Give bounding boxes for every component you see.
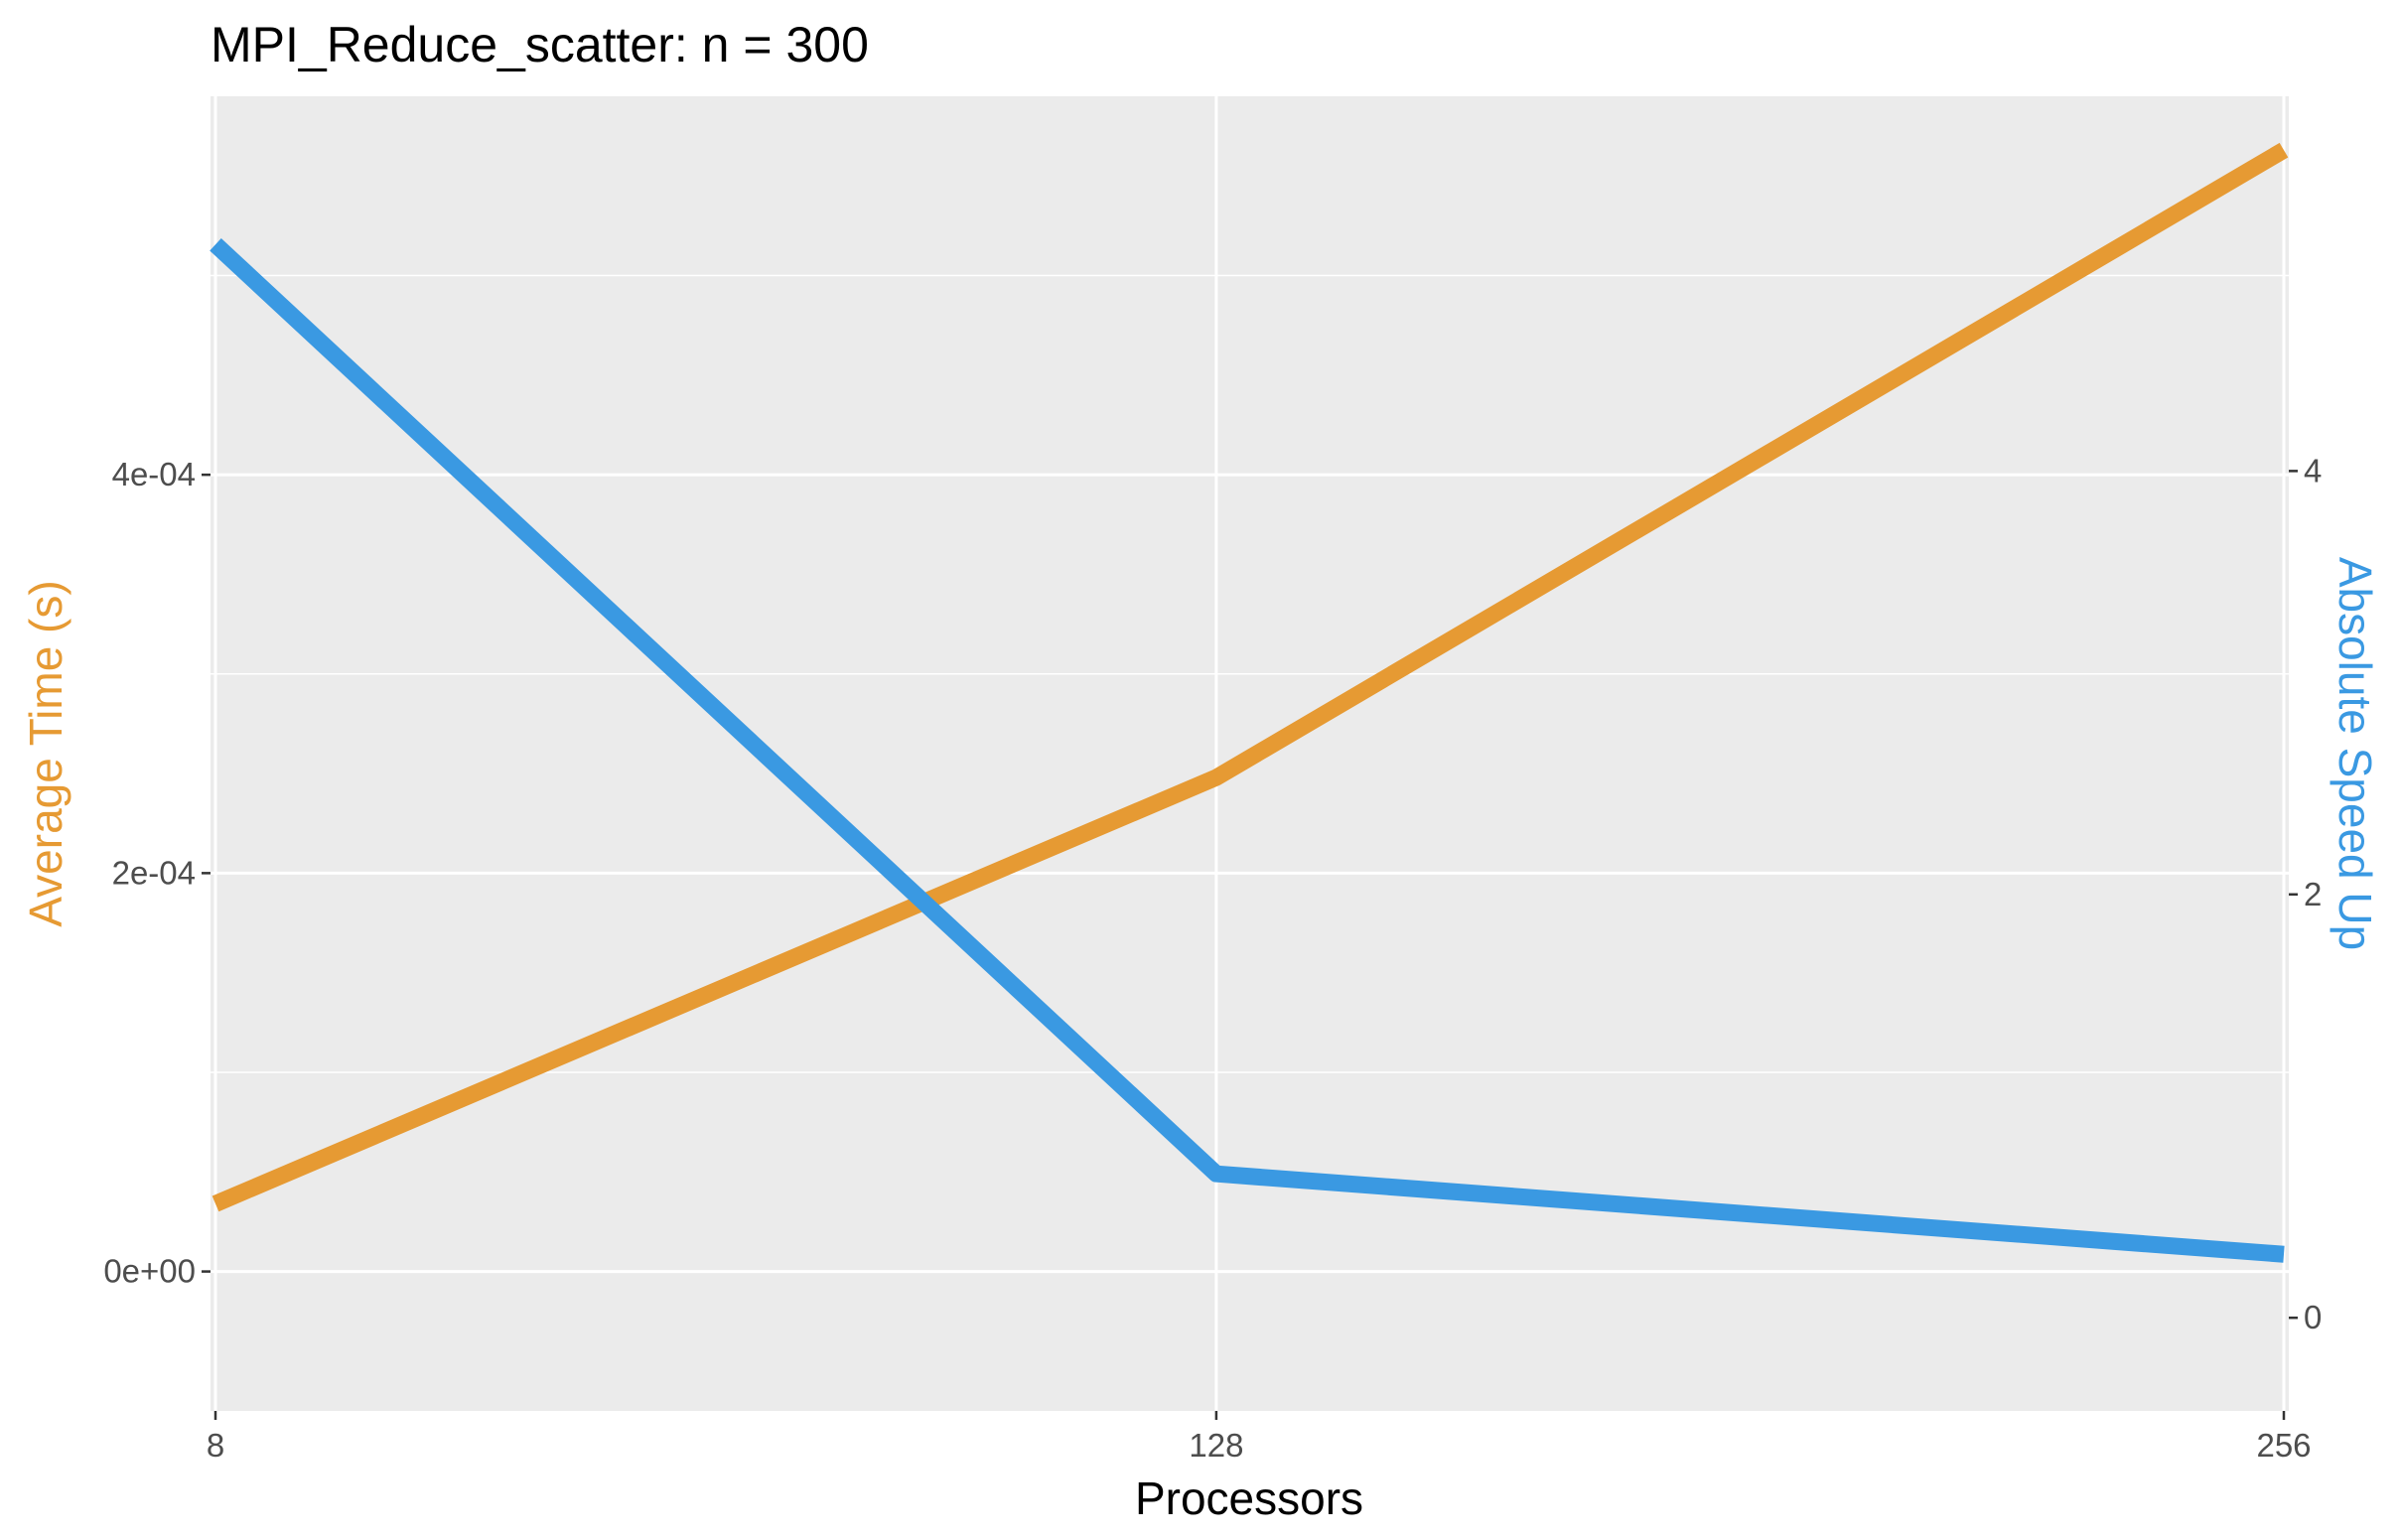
y-tick-label: 2e-04 — [112, 854, 196, 891]
y2-tick-label: 2 — [2304, 876, 2322, 912]
x-axis-title: Processors — [1135, 1472, 1363, 1524]
y2-tick-label: 4 — [2304, 452, 2322, 489]
axis-ticks — [202, 470, 2298, 1420]
y-tick-label: 0e+00 — [103, 1253, 196, 1290]
y2-axis-title: Absolute Speed Up — [2329, 557, 2381, 950]
series-layer — [210, 142, 2289, 1263]
time-series-line — [212, 142, 2289, 1212]
y-axis-title: Average Time (s) — [20, 580, 71, 926]
x-tick-label: 256 — [2256, 1427, 2311, 1464]
x-tick-label: 128 — [1189, 1427, 1243, 1464]
y2-tick-label: 0 — [2304, 1299, 2322, 1335]
chart-title: MPI_Reduce_scatter: n = 300 — [211, 17, 869, 72]
tick-labels: 0e+00 2e-04 4e-04 0 2 4 8 128 256 — [103, 452, 2322, 1464]
grid-minor — [211, 274, 2289, 1073]
grid-major — [211, 96, 2289, 1411]
speedup-series-line — [210, 238, 2285, 1263]
y-tick-label: 4e-04 — [112, 456, 196, 492]
x-tick-label: 8 — [207, 1427, 224, 1464]
